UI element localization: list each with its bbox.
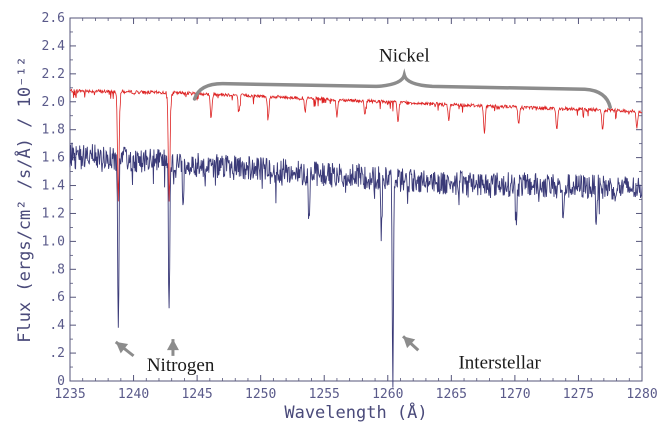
y-tick-label: 1.0 <box>42 234 65 249</box>
x-tick-label: 1260 <box>372 387 403 402</box>
x-tick-label: 1250 <box>245 387 276 402</box>
series-line <box>69 88 642 202</box>
series-line <box>69 142 643 388</box>
y-tick-label: .2 <box>49 346 65 361</box>
annotation-label: Nickel <box>379 45 430 66</box>
x-tick-label: 1265 <box>436 387 467 402</box>
series-1 <box>69 142 643 388</box>
x-tick-label: 1270 <box>499 387 530 402</box>
y-axis-title: Flux (ergs/cm² /s/Å) / 10⁻¹² <box>13 56 35 343</box>
y-tick-label: 2.2 <box>42 67 65 82</box>
pointer-arrow-head <box>166 339 179 351</box>
y-tick-label: .8 <box>49 262 65 277</box>
x-tick-label: 1255 <box>309 387 340 402</box>
y-tick-label: 2.6 <box>42 11 65 26</box>
y-tick-label: 2.4 <box>42 39 66 54</box>
series-0 <box>69 88 642 202</box>
x-tick-label: 1275 <box>563 387 594 402</box>
plot-frame <box>69 17 643 382</box>
pointer-arrow-head <box>403 336 416 349</box>
y-tick-label: .6 <box>49 290 65 305</box>
y-tick-label: 1.8 <box>42 123 65 138</box>
y-tick-label: 1.2 <box>42 206 65 221</box>
y-tick-label: 1.6 <box>42 151 65 166</box>
y-tick-label: 1.4 <box>42 179 66 194</box>
nickel-brace <box>192 68 612 110</box>
x-tick-label: 1245 <box>181 387 212 402</box>
x-axis-title: Wavelength (Å) <box>284 401 427 423</box>
y-tick-label: .4 <box>49 318 65 333</box>
x-tick-label: 1280 <box>626 387 657 402</box>
x-tick-label: 1240 <box>118 387 149 402</box>
pointer-arrow-head <box>115 341 129 354</box>
y-tick-label: 2.0 <box>42 95 65 110</box>
x-tick-label: 1235 <box>54 387 85 402</box>
annotation-label: Nitrogen <box>147 355 215 376</box>
y-tick-label: 0 <box>57 374 65 389</box>
annotation-label: Interstellar <box>458 352 541 373</box>
